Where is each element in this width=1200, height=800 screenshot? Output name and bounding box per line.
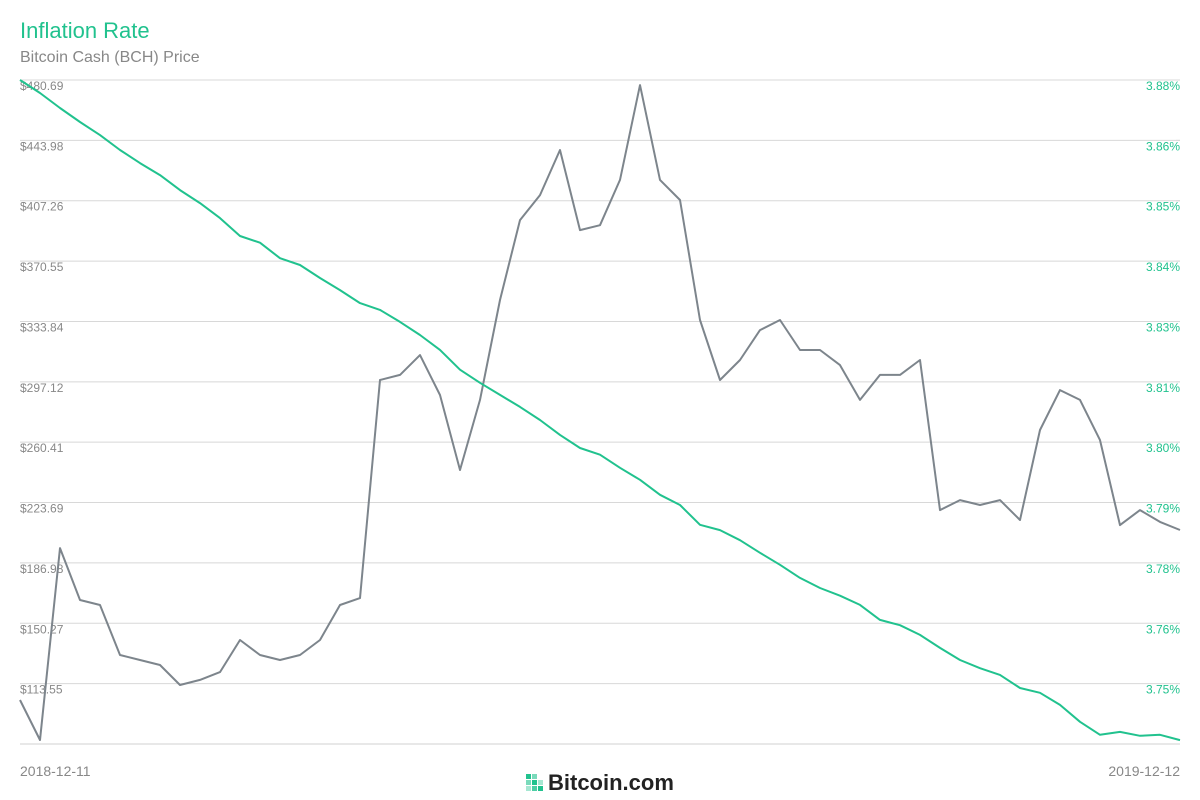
y2-tick-label: 3.84%: [1146, 260, 1180, 274]
x-tick-label: 2018-12-11: [20, 763, 91, 779]
y2-tick-label: 3.78%: [1146, 562, 1180, 576]
y2-tick-label: 3.86%: [1146, 139, 1180, 153]
y-tick-label: $113.55: [20, 683, 63, 697]
chart-title: Inflation Rate: [20, 18, 150, 43]
y-tick-label: $480.69: [20, 79, 64, 93]
chart-subtitle: Bitcoin Cash (BCH) Price: [20, 49, 200, 66]
y2-tick-label: 3.85%: [1146, 200, 1180, 214]
y2-tick-label: 3.76%: [1146, 622, 1180, 636]
y2-tick-label: 3.80%: [1146, 441, 1180, 455]
y-tick-label: $443.98: [20, 139, 64, 153]
y2-tick-label: 3.88%: [1146, 79, 1180, 93]
y2-tick-label: 3.79%: [1146, 502, 1180, 516]
y2-tick-label: 3.81%: [1146, 381, 1180, 395]
y-tick-label: $260.41: [20, 441, 64, 455]
y-tick-label: $407.26: [20, 200, 64, 214]
y-tick-label: $297.12: [20, 381, 64, 395]
y-tick-label: $333.84: [20, 320, 64, 334]
logo-icon: [526, 774, 543, 791]
y2-tick-label: 3.75%: [1146, 683, 1180, 697]
x-tick-label: 2019-12-12: [1108, 763, 1180, 779]
y-tick-label: $370.55: [20, 260, 64, 274]
y-tick-label: $186.98: [20, 562, 64, 576]
series-line: [19, 84, 1181, 741]
y-tick-label: $223.69: [20, 502, 64, 516]
series-line: [19, 79, 1181, 742]
logo: Bitcoin.com: [548, 770, 674, 795]
y-tick-label: $150.27: [20, 622, 64, 636]
y2-tick-label: 3.83%: [1146, 320, 1180, 334]
